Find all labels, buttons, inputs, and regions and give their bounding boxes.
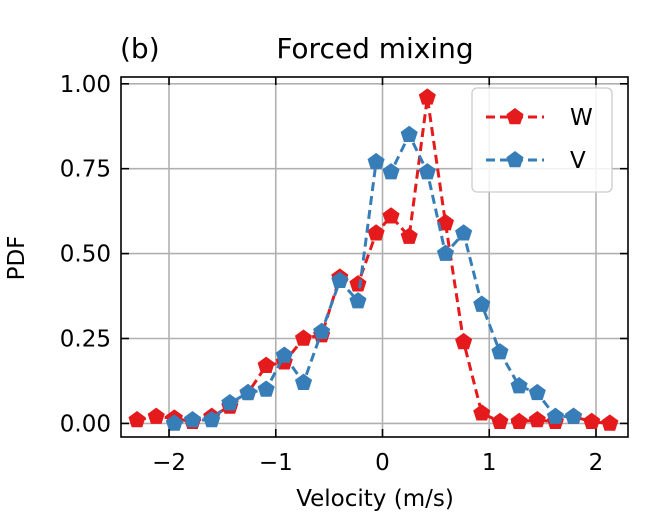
data-point-v: [455, 224, 473, 241]
legend-marker-v: [506, 151, 524, 168]
data-point-v: [473, 295, 491, 312]
data-point-w: [583, 412, 601, 429]
data-point-w: [455, 332, 473, 350]
data-point-v: [239, 383, 257, 401]
legend: W V: [471, 87, 613, 193]
data-point-v: [436, 244, 455, 261]
y-tick-label: 0.00: [60, 411, 111, 437]
data-point-w: [601, 414, 619, 431]
x-tick-label: 0: [375, 450, 390, 476]
x-tick-label: 1: [482, 450, 497, 476]
data-point-w: [128, 411, 146, 428]
series-layer: [128, 88, 619, 431]
data-point-w: [418, 88, 436, 105]
plot-frame: [120, 76, 629, 438]
data-point-v: [510, 377, 528, 394]
data-point-v: [528, 383, 546, 401]
data-point-v: [183, 411, 202, 428]
legend-marker-w: [506, 108, 524, 125]
panel-label: (b): [120, 32, 160, 65]
data-point-v: [331, 271, 349, 289]
data-point-v: [382, 163, 400, 180]
data-point-w: [294, 329, 313, 346]
x-tick-label: 2: [589, 450, 604, 476]
data-point-w: [473, 404, 491, 421]
y-axis-label: PDF: [4, 236, 30, 281]
data-point-w: [257, 356, 275, 373]
series-v: [165, 125, 583, 431]
x-tick-label: −1: [259, 450, 293, 476]
y-tick-label: 0.50: [60, 242, 111, 268]
data-point-v: [367, 152, 385, 170]
data-point-w: [491, 412, 509, 429]
data-point-v: [491, 343, 509, 360]
data-point-v: [565, 407, 583, 424]
x-axis-label: Velocity (m/s): [296, 486, 454, 512]
legend-box: [471, 87, 613, 193]
data-point-v: [546, 407, 564, 424]
data-point-v: [165, 414, 183, 431]
data-point-v: [349, 292, 367, 309]
data-point-v: [257, 380, 275, 397]
data-point-v: [221, 394, 239, 411]
legend-label-w: W: [570, 105, 593, 131]
data-point-v: [400, 125, 418, 143]
legend-label-v: V: [570, 148, 586, 174]
data-point-v: [418, 163, 436, 180]
chart-title: Forced mixing: [276, 32, 473, 65]
data-point-v: [203, 411, 221, 428]
ticks: −2 −1 0 1 2 0.00 0.25 0.50 0.75 1.00: [60, 72, 628, 476]
data-point-v: [294, 373, 313, 390]
data-point-w: [400, 227, 418, 244]
y-tick-label: 0.25: [60, 327, 111, 353]
data-point-w: [367, 224, 385, 241]
y-tick-label: 0.75: [60, 157, 111, 183]
data-point-w: [436, 214, 455, 231]
data-point-v: [275, 346, 293, 363]
data-point-v: [313, 322, 331, 339]
data-point-w: [510, 412, 528, 429]
x-tick-label: −2: [152, 450, 186, 476]
data-point-w: [528, 411, 546, 428]
data-point-w: [147, 407, 165, 424]
data-point-w: [349, 275, 367, 292]
data-point-w: [382, 207, 400, 224]
y-tick-label: 1.00: [60, 72, 111, 98]
